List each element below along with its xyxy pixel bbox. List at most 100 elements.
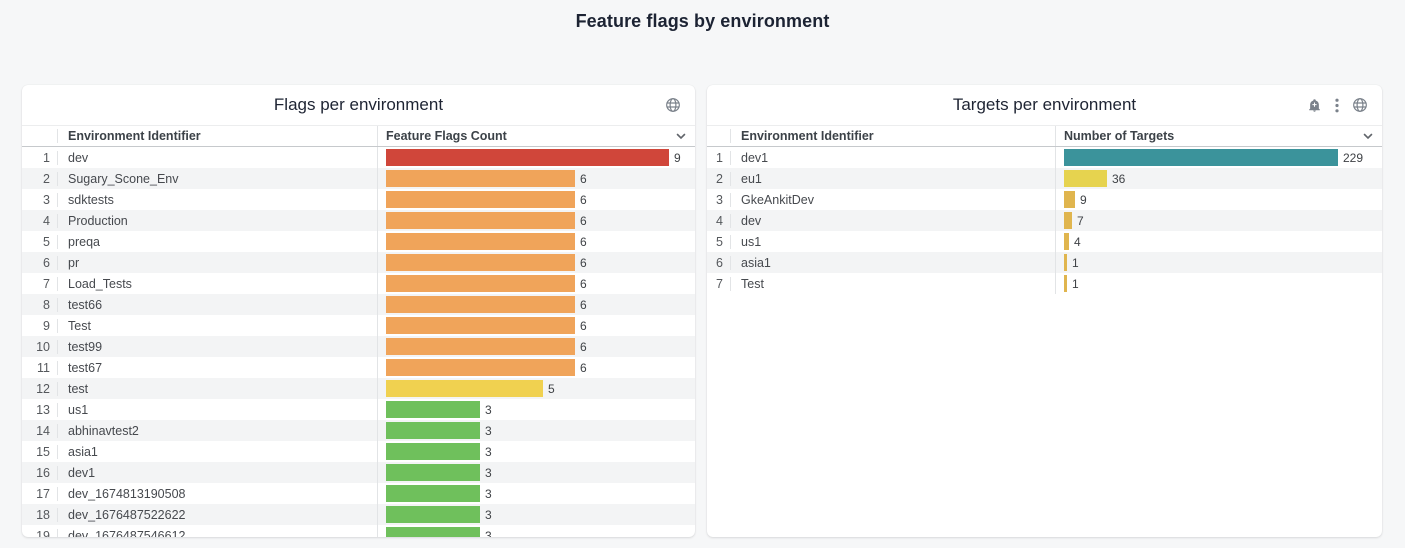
- gauge-bar: [386, 443, 480, 460]
- gauge-bar: [1064, 212, 1072, 229]
- environment-identifier-cell: dev1: [730, 150, 1055, 165]
- gauge-bar: [386, 233, 575, 250]
- gauge-value: 7: [1077, 213, 1084, 228]
- column-header-environment-identifier[interactable]: Environment Identifier: [57, 129, 377, 143]
- row-number: 14: [36, 423, 50, 438]
- table-row: 3 sdktests 6: [22, 189, 695, 210]
- row-number: 2: [43, 171, 50, 186]
- table-row: 8 test66 6: [22, 294, 695, 315]
- environment-identifier-cell: GkeAnkitDev: [730, 192, 1055, 207]
- gauge-value: 3: [485, 507, 492, 522]
- gauge-value: 4: [1074, 234, 1081, 249]
- table-row: 1 dev1 229: [707, 147, 1382, 168]
- gauge-value: 3: [485, 402, 492, 417]
- row-number: 2: [716, 171, 723, 186]
- row-number: 13: [36, 402, 50, 417]
- environment-identifier-cell: test99: [57, 339, 377, 354]
- table-row: 16 dev1 3: [22, 462, 695, 483]
- gauge-value: 36: [1112, 171, 1126, 186]
- panel-header: Flags per environment: [22, 85, 695, 125]
- kebab-menu-icon[interactable]: [1335, 98, 1339, 113]
- environment-identifier-cell: dev_1676487522622: [57, 507, 377, 522]
- table-row: 17 dev_1674813190508 3: [22, 483, 695, 504]
- panel-targets-per-environment: Targets per environment: [707, 85, 1382, 537]
- gauge-value: 6: [580, 276, 587, 291]
- gauge-value: 6: [580, 213, 587, 228]
- environment-identifier-cell: dev: [730, 213, 1055, 228]
- table-row: 2 eu1 36: [707, 168, 1382, 189]
- panel-flags-per-environment: Flags per environment Environment Identi…: [22, 85, 695, 537]
- gauge-bar: [386, 296, 575, 313]
- panel-title[interactable]: Targets per environment: [952, 95, 1137, 114]
- value-gauge-cell: 6: [377, 168, 695, 189]
- gauge-value: 5: [548, 381, 555, 396]
- column-header-feature-flags-count[interactable]: Feature Flags Count: [377, 126, 695, 146]
- value-gauge-cell: 3: [377, 420, 695, 441]
- gauge-bar: [386, 485, 480, 502]
- value-gauge-cell: 3: [377, 525, 695, 537]
- row-number: 6: [43, 255, 50, 270]
- value-gauge-cell: 1: [1055, 273, 1382, 294]
- row-number: 6: [716, 255, 723, 270]
- row-number: 10: [36, 339, 50, 354]
- row-number: 9: [43, 318, 50, 333]
- row-number: 7: [43, 276, 50, 291]
- table-row: 5 preqa 6: [22, 231, 695, 252]
- value-gauge-cell: 6: [377, 231, 695, 252]
- table-row: 14 abhinavtest2 3: [22, 420, 695, 441]
- environment-identifier-cell: us1: [730, 234, 1055, 249]
- table-row: 10 test99 6: [22, 336, 695, 357]
- chevron-down-icon[interactable]: [1363, 133, 1373, 140]
- table-row: 6 pr 6: [22, 252, 695, 273]
- environment-identifier-cell: sdktests: [57, 192, 377, 207]
- gauge-value: 229: [1343, 150, 1364, 165]
- table-header: Environment Identifier Feature Flags Cou…: [22, 125, 695, 147]
- table-row: 1 dev 9: [22, 147, 695, 168]
- column-header-number-of-targets[interactable]: Number of Targets: [1055, 126, 1382, 146]
- row-number: 1: [43, 150, 50, 165]
- row-number: 3: [716, 192, 723, 207]
- value-gauge-cell: 7: [1055, 210, 1382, 231]
- value-gauge-cell: 3: [377, 483, 695, 504]
- gauge-bar: [386, 149, 669, 166]
- gauge-value: 1: [1072, 276, 1079, 291]
- gauge-value: 6: [580, 255, 587, 270]
- column-header-environment-identifier[interactable]: Environment Identifier: [730, 129, 1055, 143]
- gauge-value: 6: [580, 339, 587, 354]
- value-gauge-cell: 6: [377, 273, 695, 294]
- gauge-bar: [1064, 191, 1075, 208]
- environment-identifier-cell: Load_Tests: [57, 276, 377, 291]
- table-row: 4 dev 7: [707, 210, 1382, 231]
- globe-icon[interactable]: [1352, 97, 1368, 113]
- panel-header-icons: [1307, 85, 1368, 125]
- globe-icon[interactable]: [665, 97, 681, 113]
- chevron-down-icon[interactable]: [676, 133, 686, 140]
- gauge-bar: [1064, 275, 1067, 292]
- panel-title[interactable]: Flags per environment: [273, 95, 444, 114]
- gauge-bar: [386, 359, 575, 376]
- value-gauge-cell: 6: [377, 336, 695, 357]
- environment-identifier-cell: asia1: [730, 255, 1055, 270]
- gauge-value: 6: [580, 192, 587, 207]
- environment-identifier-cell: Test: [730, 276, 1055, 291]
- table-row: 2 Sugary_Scone_Env 6: [22, 168, 695, 189]
- gauge-value: 3: [485, 528, 492, 538]
- row-number: 17: [36, 486, 50, 501]
- environment-identifier-cell: dev_1676487546612: [57, 528, 377, 537]
- environment-identifier-cell: dev_1674813190508: [57, 486, 377, 501]
- environment-identifier-cell: us1: [57, 402, 377, 417]
- value-gauge-cell: 1: [1055, 252, 1382, 273]
- gauge-value: 6: [580, 171, 587, 186]
- gauge-bar: [386, 275, 575, 292]
- gauge-bar: [386, 527, 480, 537]
- value-gauge-cell: 9: [1055, 189, 1382, 210]
- value-gauge-cell: 5: [377, 378, 695, 399]
- table-row: 15 asia1 3: [22, 441, 695, 462]
- environment-identifier-cell: pr: [57, 255, 377, 270]
- value-gauge-cell: 6: [377, 315, 695, 336]
- gauge-bar: [386, 212, 575, 229]
- bell-plus-icon[interactable]: [1307, 98, 1322, 113]
- environment-identifier-cell: asia1: [57, 444, 377, 459]
- row-number: 15: [36, 444, 50, 459]
- environment-identifier-cell: dev: [57, 150, 377, 165]
